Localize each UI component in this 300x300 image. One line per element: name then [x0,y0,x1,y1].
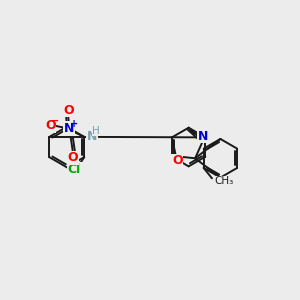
Text: N: N [87,130,97,143]
Text: O: O [63,104,74,117]
Text: N: N [198,130,208,143]
Text: N: N [64,122,74,135]
Text: H: H [92,126,100,136]
Text: Cl: Cl [68,163,81,176]
Text: O: O [45,119,56,132]
Text: O: O [68,151,78,164]
Text: −: − [51,116,59,126]
Text: CH₃: CH₃ [214,176,234,186]
Text: O: O [172,154,183,167]
Text: +: + [70,118,78,128]
